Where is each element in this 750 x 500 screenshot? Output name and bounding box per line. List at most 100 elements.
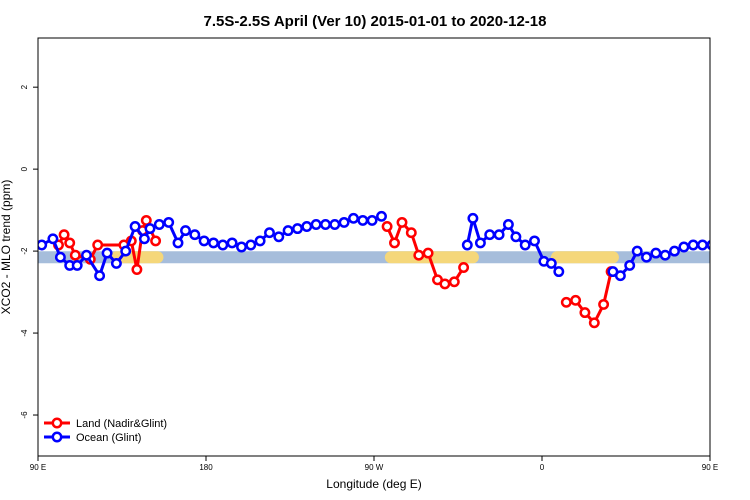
data-point <box>579 307 591 319</box>
plot-area <box>38 210 750 329</box>
data-point <box>474 237 486 249</box>
legend-ocean-label: Ocean (Glint) <box>76 432 141 444</box>
y-tick-label: 0 <box>20 166 29 171</box>
data-point <box>614 270 626 282</box>
data-point <box>64 237 76 249</box>
data-point <box>732 241 740 249</box>
data-point <box>264 227 275 239</box>
y-tick-label: -4 <box>20 329 29 337</box>
data-point <box>439 278 451 290</box>
data-point <box>502 219 514 230</box>
data-point <box>138 233 150 245</box>
x-tick-label: 90 E <box>30 463 46 472</box>
data-point <box>510 231 522 243</box>
data-point <box>226 237 238 249</box>
y-tick-label: -6 <box>20 411 29 419</box>
data-point <box>153 219 165 230</box>
data-point <box>110 257 122 269</box>
data-point <box>310 219 322 230</box>
data-point <box>54 251 66 263</box>
data-point <box>320 219 331 230</box>
data-point <box>245 239 257 251</box>
data-point <box>38 239 48 251</box>
legend-ocean-marker <box>51 431 63 443</box>
data-point <box>588 317 600 329</box>
data-point <box>553 266 565 278</box>
data-point <box>650 247 662 259</box>
data-point <box>467 212 479 224</box>
legend-land-marker <box>51 417 63 429</box>
data-point <box>405 227 417 239</box>
data-point <box>396 216 408 228</box>
data-point <box>745 261 750 269</box>
data-point <box>292 223 303 235</box>
data-point <box>736 261 744 269</box>
chart-title: 7.5S-2.5S April (Ver 10) 2015-01-01 to 2… <box>204 13 547 30</box>
data-point <box>560 296 572 308</box>
x-tick-label: 180 <box>199 463 213 472</box>
data-point <box>92 239 104 251</box>
data-point <box>282 225 294 237</box>
data-point <box>180 225 191 237</box>
data-point <box>58 229 70 241</box>
ocean-series <box>38 210 750 282</box>
data-point <box>717 235 725 243</box>
y-tick-label: 2 <box>20 84 29 89</box>
data-point <box>329 219 341 230</box>
data-point <box>81 249 92 261</box>
data-point <box>598 298 610 310</box>
series-line <box>731 235 750 258</box>
data-point <box>129 221 141 232</box>
data-point <box>545 257 557 269</box>
data-point <box>687 239 699 251</box>
data-point <box>69 249 81 261</box>
land-series <box>53 214 750 329</box>
data-point <box>198 235 210 247</box>
data-point <box>461 239 473 251</box>
data-point <box>484 229 496 241</box>
data-point <box>94 270 106 282</box>
data-point <box>131 264 143 275</box>
data-point <box>493 229 505 241</box>
data-point <box>189 229 201 241</box>
data-point <box>743 253 750 261</box>
data-point <box>208 237 219 249</box>
data-point <box>144 223 156 235</box>
y-axis-label: XCO2 - MLO trend (ppm) <box>0 180 13 315</box>
data-point <box>301 221 313 232</box>
data-point <box>669 245 680 257</box>
data-point <box>726 255 734 263</box>
data-point <box>678 241 690 253</box>
axes: 90 E 180 90 W 0 90 E 2 0 -2 -4 -6 <box>20 84 718 472</box>
data-point <box>101 247 113 259</box>
data-point <box>448 276 460 288</box>
data-point <box>71 259 83 271</box>
legend: Land (Nadir&Glint) Ocean (Glint) <box>44 417 167 444</box>
data-point <box>641 251 652 263</box>
data-point <box>172 237 184 249</box>
legend-land-label: Land (Nadir&Glint) <box>76 418 167 430</box>
x-tick-label: 90 W <box>365 463 384 472</box>
data-point <box>150 235 162 247</box>
data-point <box>236 241 247 253</box>
data-point <box>413 249 425 261</box>
data-point <box>697 239 708 251</box>
data-point <box>217 239 229 251</box>
data-point <box>519 239 531 251</box>
x-tick-label: 90 E <box>702 463 718 472</box>
data-point <box>631 245 643 257</box>
data-point <box>381 221 393 232</box>
data-point <box>389 237 400 249</box>
data-point <box>376 210 387 222</box>
data-point <box>254 235 266 247</box>
data-point <box>120 245 132 257</box>
x-tick-label: 0 <box>540 463 545 472</box>
data-point <box>529 235 540 247</box>
data-point <box>570 294 582 306</box>
data-point <box>659 249 671 261</box>
data-point <box>47 233 59 245</box>
data-point <box>624 259 636 271</box>
data-point <box>163 216 175 228</box>
data-point <box>422 247 434 259</box>
